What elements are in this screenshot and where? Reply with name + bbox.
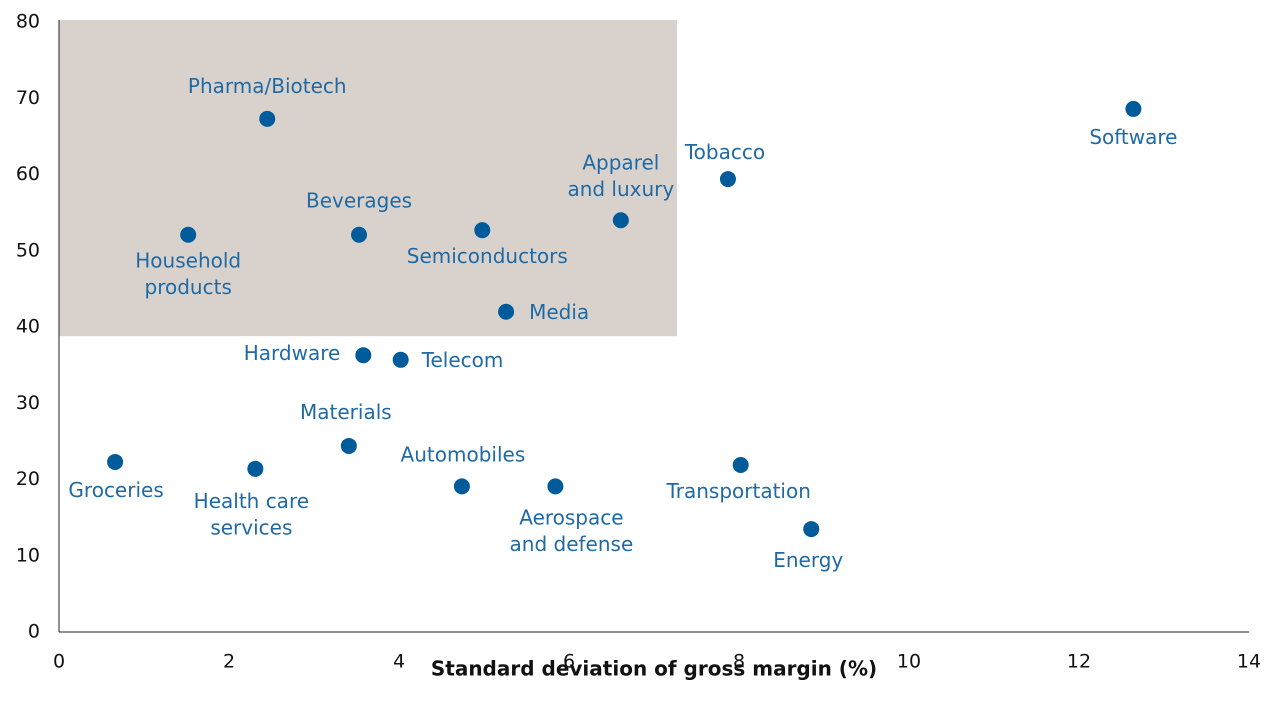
point-label-line: Energy bbox=[773, 548, 843, 572]
point-label-line: Pharma/Biotech bbox=[188, 73, 347, 97]
data-point bbox=[392, 351, 409, 368]
point-label: Groceries bbox=[68, 477, 163, 501]
data-point bbox=[247, 460, 264, 477]
point-label: Software bbox=[1089, 124, 1177, 148]
data-point bbox=[547, 478, 564, 495]
x-axis-label: Standard deviation of gross margin (%) bbox=[431, 657, 877, 681]
data-point bbox=[498, 303, 515, 320]
y-tick-label: 40 bbox=[16, 316, 40, 338]
point-label-line: Health care bbox=[194, 488, 309, 512]
x-tick-label: 8 bbox=[733, 651, 745, 673]
point-label: Semiconductors bbox=[407, 244, 568, 268]
data-point bbox=[732, 457, 749, 474]
y-tick-label: 60 bbox=[16, 163, 40, 185]
point-label: Automobiles bbox=[401, 442, 526, 466]
point-label-line: Materials bbox=[300, 399, 392, 423]
point-label-line: services bbox=[210, 515, 292, 539]
data-point bbox=[340, 437, 357, 454]
point-label-line: Beverages bbox=[306, 188, 412, 212]
point-label-line: and luxury bbox=[567, 176, 674, 200]
point-label-line: Transportation bbox=[665, 479, 810, 503]
data-point bbox=[474, 222, 491, 239]
point-label-line: Hardware bbox=[244, 341, 341, 365]
point-label: Transportation bbox=[665, 479, 810, 503]
x-tick-label: 2 bbox=[223, 651, 235, 673]
point-label: Telecom bbox=[421, 347, 504, 371]
data-point bbox=[107, 453, 124, 470]
y-tick-label: 70 bbox=[16, 87, 40, 109]
data-point bbox=[259, 110, 276, 127]
point-label: Energy bbox=[773, 548, 843, 572]
point-label: Materials bbox=[300, 399, 392, 423]
y-tick-label: 30 bbox=[16, 392, 40, 414]
point-label-line: Telecom bbox=[421, 347, 504, 371]
point-label-line: Media bbox=[529, 299, 589, 323]
point-label: Household products bbox=[135, 248, 241, 299]
point-label-line: Semiconductors bbox=[407, 244, 568, 268]
point-label: Apparel and luxury bbox=[567, 150, 674, 201]
x-tick-label: 0 bbox=[53, 651, 65, 673]
data-point bbox=[453, 478, 470, 495]
point-label: Aerospace and defense bbox=[510, 505, 634, 556]
point-label-line: Automobiles bbox=[401, 442, 526, 466]
x-tick-label: 14 bbox=[1237, 651, 1261, 673]
point-label-line: Groceries bbox=[68, 477, 163, 501]
y-tick-label: 10 bbox=[16, 544, 40, 566]
point-label: Health care services bbox=[194, 488, 309, 539]
data-point bbox=[180, 226, 197, 243]
x-tick-label: 6 bbox=[563, 651, 575, 673]
y-tick-label: 50 bbox=[16, 239, 40, 261]
point-label: Media bbox=[529, 299, 589, 323]
data-point bbox=[355, 347, 372, 364]
point-label-line: Apparel bbox=[582, 150, 659, 174]
point-label-line: Tobacco bbox=[684, 140, 765, 164]
data-point bbox=[1125, 100, 1142, 117]
data-point bbox=[719, 171, 736, 188]
x-tick-label: 10 bbox=[897, 651, 921, 673]
point-label-line: products bbox=[145, 275, 232, 299]
data-point bbox=[612, 212, 629, 229]
point-label: Hardware bbox=[244, 341, 341, 365]
x-tick-label: 12 bbox=[1067, 651, 1091, 673]
highlight-region bbox=[59, 20, 677, 337]
point-label-line: Aerospace bbox=[519, 505, 623, 529]
point-label-line: Household bbox=[135, 248, 241, 272]
x-tick-label: 4 bbox=[393, 651, 405, 673]
point-label: Pharma/Biotech bbox=[188, 73, 347, 97]
data-point bbox=[803, 521, 820, 538]
data-point bbox=[351, 226, 368, 243]
y-tick-label: 0 bbox=[28, 621, 40, 643]
point-label: Tobacco bbox=[684, 140, 765, 164]
point-label: Beverages bbox=[306, 188, 412, 212]
point-label-line: Software bbox=[1089, 124, 1177, 148]
y-tick-label: 20 bbox=[16, 468, 40, 490]
y-tick-label: 80 bbox=[16, 11, 40, 33]
point-label-line: and defense bbox=[510, 531, 634, 555]
